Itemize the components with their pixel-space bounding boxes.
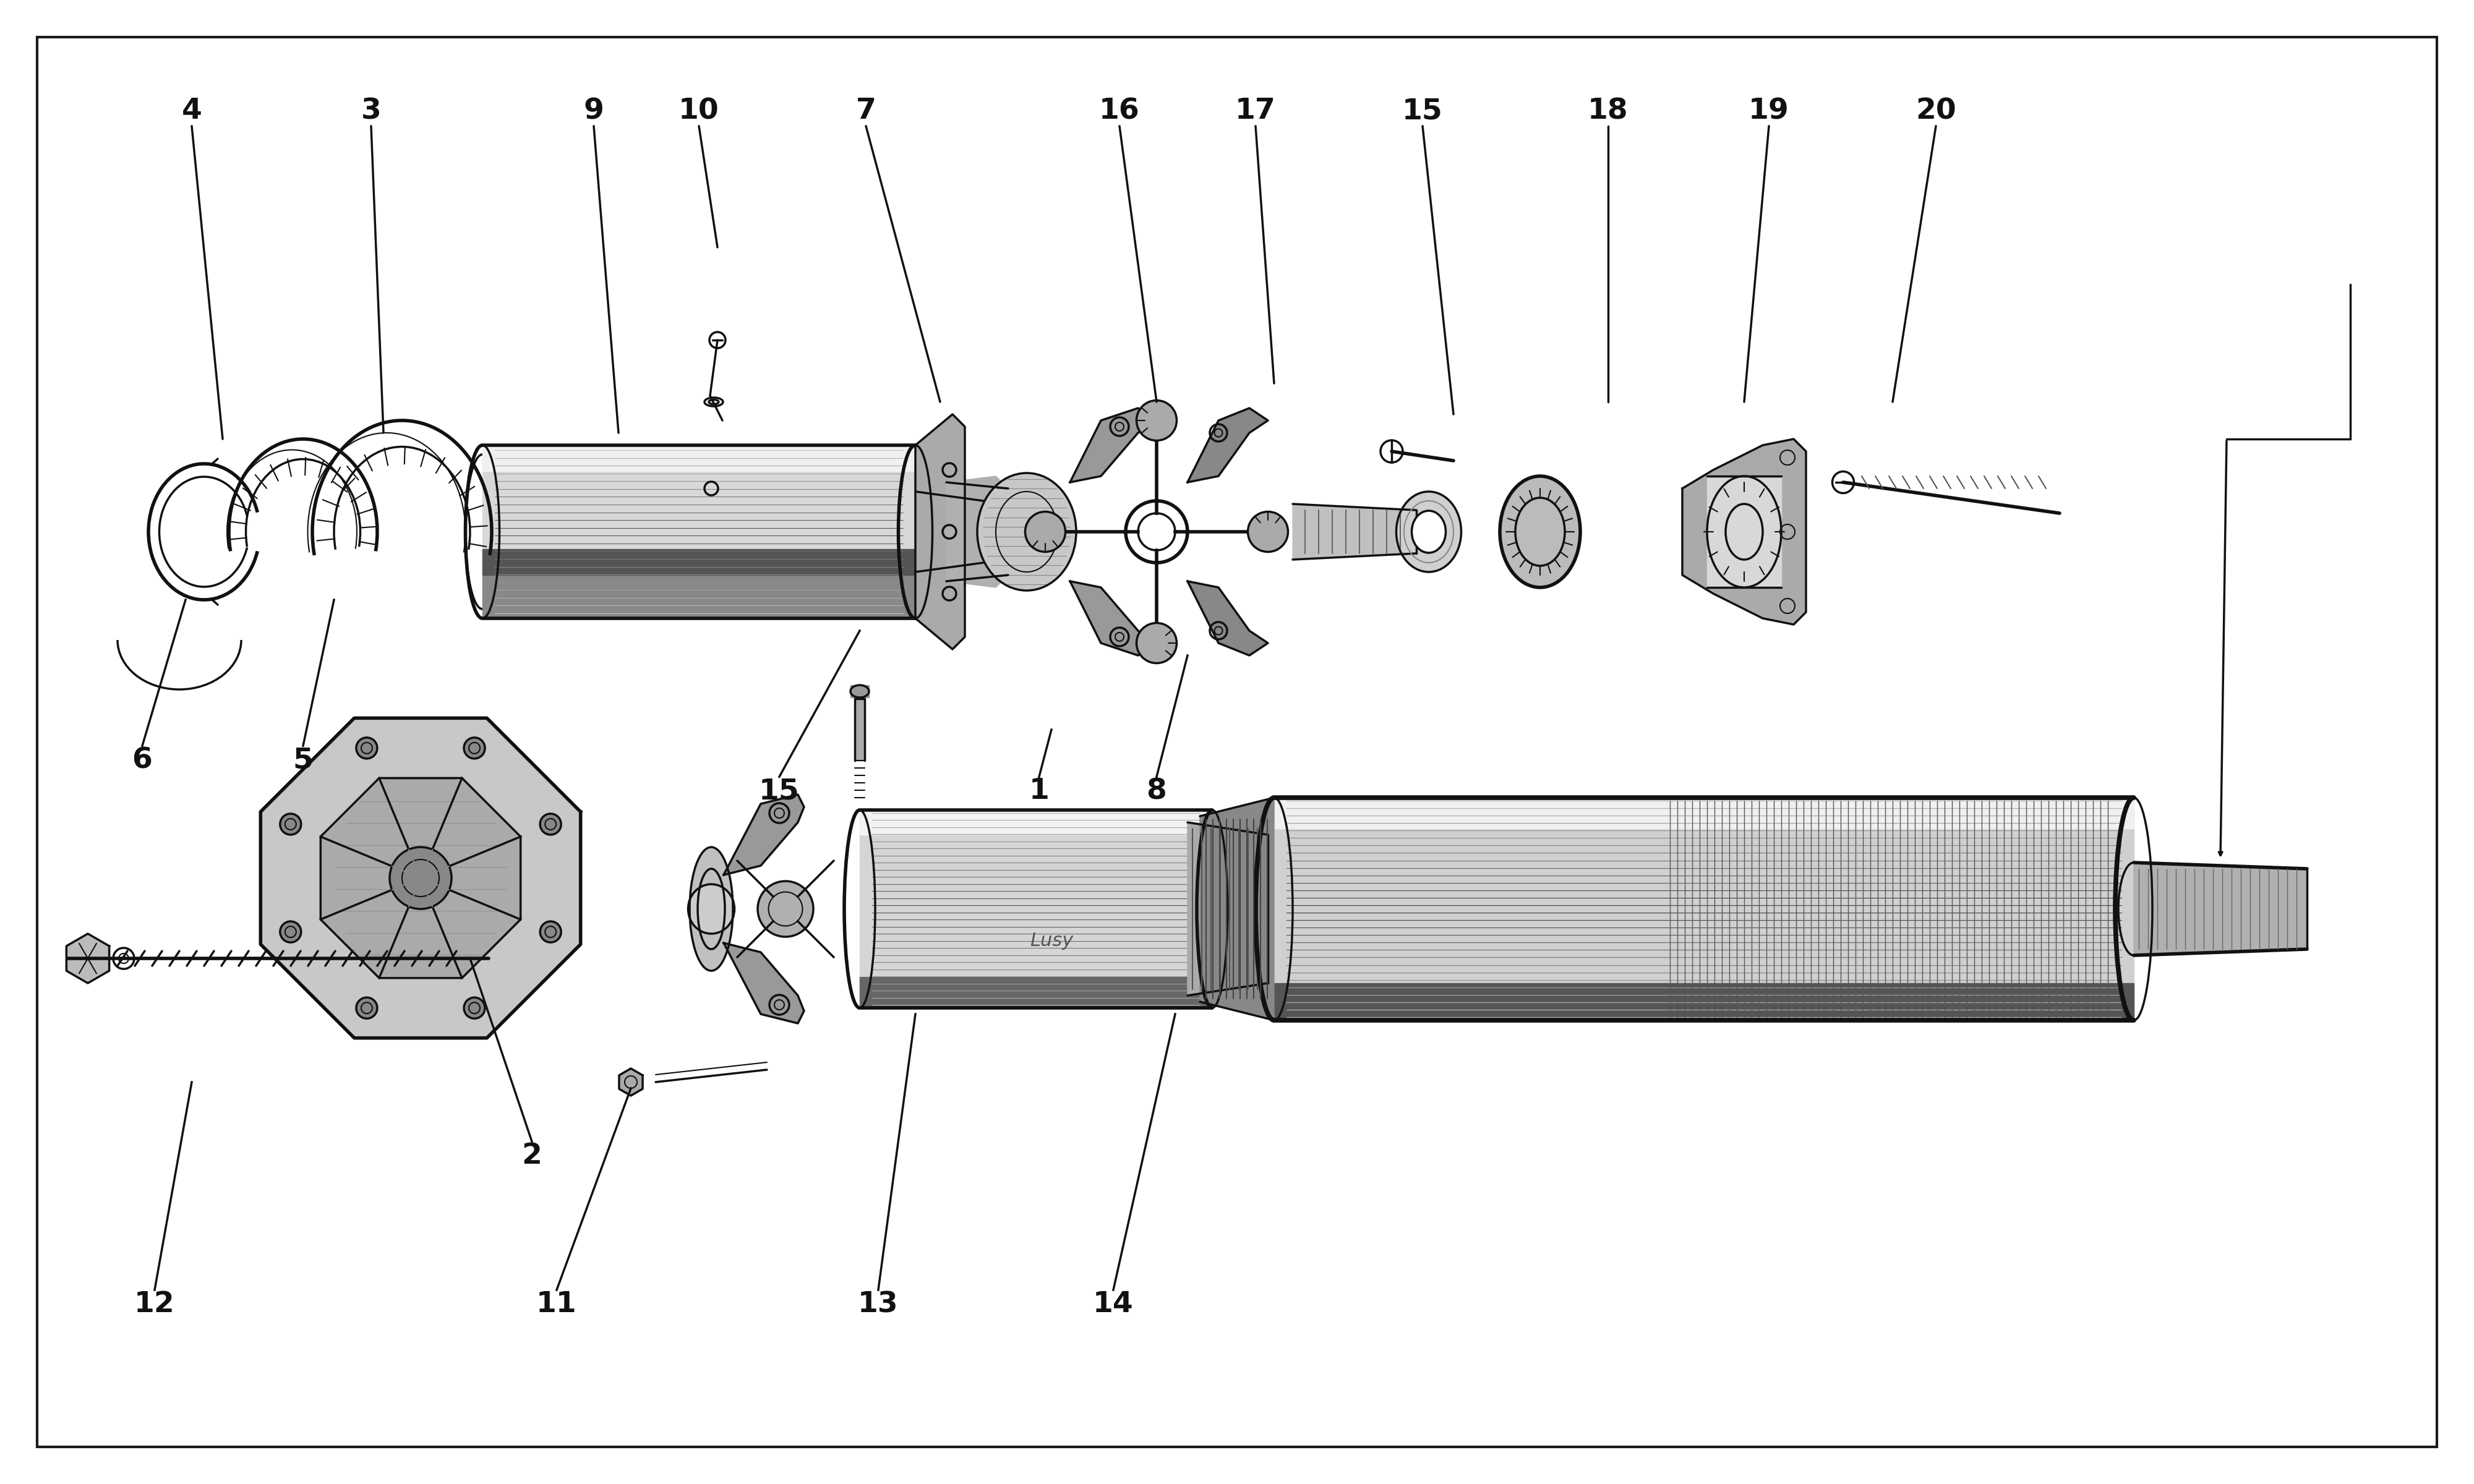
Text: 4: 4: [181, 98, 203, 125]
Ellipse shape: [757, 881, 814, 936]
Polygon shape: [322, 778, 520, 978]
Polygon shape: [915, 414, 965, 650]
Polygon shape: [1274, 798, 2133, 1021]
Polygon shape: [1188, 822, 1267, 996]
Ellipse shape: [356, 738, 376, 758]
Polygon shape: [482, 549, 915, 574]
Ellipse shape: [1395, 491, 1462, 571]
Text: 16: 16: [1098, 98, 1141, 125]
Polygon shape: [482, 445, 915, 472]
Polygon shape: [482, 445, 915, 619]
Polygon shape: [915, 491, 985, 571]
Text: 14: 14: [1094, 1291, 1133, 1319]
Polygon shape: [260, 718, 581, 1037]
Polygon shape: [67, 933, 109, 982]
Text: 6: 6: [131, 746, 153, 775]
Polygon shape: [856, 699, 866, 760]
Ellipse shape: [1499, 476, 1581, 588]
Polygon shape: [1291, 505, 1415, 559]
Ellipse shape: [1413, 510, 1445, 552]
Polygon shape: [1274, 982, 2133, 1021]
Polygon shape: [861, 976, 1212, 1008]
Polygon shape: [722, 794, 804, 876]
Polygon shape: [945, 476, 1009, 588]
Polygon shape: [1188, 408, 1267, 482]
Text: 12: 12: [134, 1291, 176, 1319]
Text: 2: 2: [522, 1143, 542, 1171]
Ellipse shape: [977, 473, 1076, 591]
Text: 8: 8: [1145, 778, 1168, 806]
Ellipse shape: [690, 847, 732, 971]
Text: 20: 20: [1915, 98, 1957, 125]
Ellipse shape: [465, 997, 485, 1018]
Polygon shape: [1274, 798, 2133, 828]
Ellipse shape: [391, 847, 450, 908]
Text: 10: 10: [678, 98, 720, 125]
Text: 5: 5: [292, 746, 314, 775]
Text: 15: 15: [760, 778, 799, 806]
Text: 19: 19: [1749, 98, 1789, 125]
Text: 13: 13: [858, 1291, 898, 1319]
Polygon shape: [618, 1068, 643, 1095]
Ellipse shape: [688, 884, 735, 933]
Text: 11: 11: [537, 1291, 576, 1319]
Polygon shape: [722, 942, 804, 1024]
Ellipse shape: [539, 813, 562, 834]
Text: 17: 17: [1235, 98, 1277, 125]
Ellipse shape: [1024, 512, 1066, 552]
Ellipse shape: [280, 922, 302, 942]
Ellipse shape: [1136, 401, 1178, 441]
Polygon shape: [2133, 862, 2306, 956]
Ellipse shape: [1247, 512, 1289, 552]
Text: Lusy: Lusy: [1029, 932, 1074, 950]
Ellipse shape: [539, 922, 562, 942]
Polygon shape: [1069, 408, 1158, 482]
Text: 9: 9: [584, 98, 604, 125]
Text: 3: 3: [361, 98, 381, 125]
Text: 1: 1: [1029, 778, 1049, 806]
Ellipse shape: [1136, 623, 1178, 663]
Polygon shape: [1069, 582, 1158, 656]
Text: 18: 18: [1588, 98, 1628, 125]
Ellipse shape: [356, 997, 376, 1018]
Polygon shape: [1188, 582, 1267, 656]
Polygon shape: [1200, 798, 1274, 1021]
Ellipse shape: [465, 738, 485, 758]
Text: 7: 7: [856, 98, 876, 125]
Text: 15: 15: [1403, 98, 1442, 125]
Polygon shape: [1682, 439, 1806, 625]
Ellipse shape: [280, 813, 302, 834]
Polygon shape: [482, 574, 915, 619]
Polygon shape: [861, 810, 1212, 834]
Polygon shape: [1707, 476, 1781, 588]
Polygon shape: [861, 810, 1212, 1008]
Polygon shape: [851, 686, 868, 697]
